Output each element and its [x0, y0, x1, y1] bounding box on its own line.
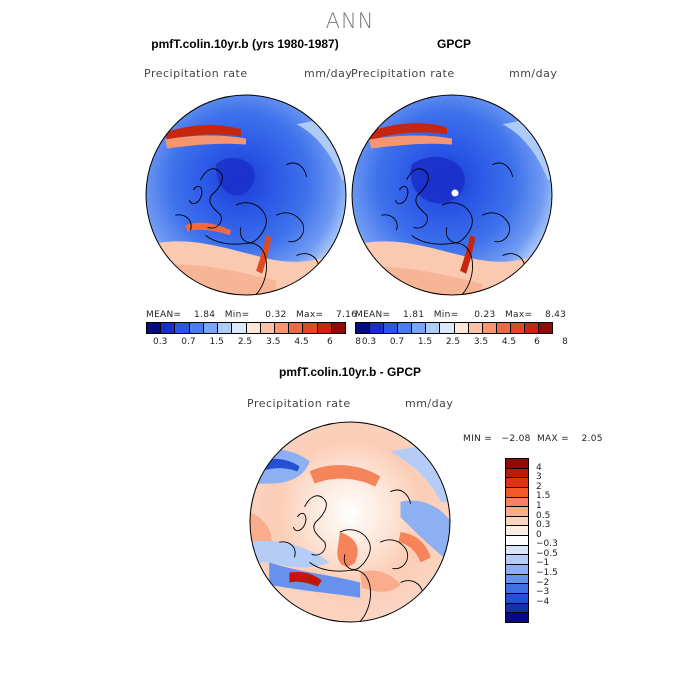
colorbar-tick-label: −2 — [536, 577, 550, 588]
diff-polar-map — [249, 421, 451, 623]
colorbar-swatch — [506, 555, 528, 566]
diff-colorbar-ticks: 4 3 2 1.5 1 0.5 0.3 0 −0.3 −0.5 −1 −1.5 −2 −3 −4 — [536, 458, 576, 621]
colorbar-swatch — [303, 323, 318, 333]
colorbar-swatch — [468, 323, 483, 333]
colorbar-tick-label: −3 — [536, 587, 550, 598]
colorbar-tick-label: 4.5 — [501, 337, 517, 347]
model-polar-map — [145, 94, 347, 296]
colorbar-swatch — [496, 323, 511, 333]
colorbar-swatch — [506, 565, 528, 575]
colorbar-tick-label: 0.3 — [361, 337, 377, 347]
colorbar-swatch — [317, 323, 332, 333]
colorbar-swatch — [370, 323, 385, 333]
model-panel-title: pmfT.colin.10yr.b (yrs 1980-1987) — [151, 37, 339, 51]
colorbar-tick-label: 0.3 — [536, 520, 551, 531]
colorbar-tick-label: 6 — [326, 337, 333, 347]
colorbar-tick-label: 0.7 — [181, 337, 196, 347]
obs-units-label: mm/day — [509, 67, 558, 80]
obs-stats: MEAN= 1.81 Min= 0.23 Max= 8.43 — [355, 310, 567, 320]
colorbar-swatch — [189, 323, 204, 333]
colorbar-swatch — [506, 478, 528, 488]
colorbar-tick-label: 8 — [562, 337, 568, 347]
colorbar-tick-label: 8 — [355, 337, 362, 347]
colorbar-tick-label: 1 — [536, 500, 542, 511]
colorbar-swatch — [260, 323, 275, 333]
colorbar-tick-label: 1.5 — [209, 337, 224, 347]
obs-field-label: Precipitation rate — [351, 67, 455, 80]
colorbar-swatch — [524, 323, 540, 333]
colorbar-tick-label: −0.3 — [536, 539, 558, 550]
colorbar-swatch — [161, 323, 176, 333]
colorbar-swatch — [218, 323, 233, 333]
colorbar-tick-label: 1.5 — [417, 337, 433, 347]
diff-colorbar — [505, 458, 529, 623]
colorbar-swatch — [440, 323, 455, 333]
colorbar-tick-label: 0.5 — [536, 510, 551, 521]
colorbar-swatch — [274, 323, 290, 333]
obs-panel-title: GPCP — [436, 37, 471, 51]
diff-panel-title: pmfT.colin.10yr.b - GPCP — [278, 365, 422, 379]
figure-title: ANN — [325, 9, 375, 33]
colorbar-tick-label: 6 — [534, 337, 540, 347]
colorbar-swatch — [506, 526, 528, 537]
colorbar-tick-label: −1.5 — [536, 568, 558, 579]
colorbar-tick-label: 2.5 — [237, 337, 253, 347]
colorbar-tick-label: 3.5 — [266, 337, 281, 347]
colorbar-tick-label: −0.5 — [536, 548, 558, 559]
colorbar-swatch — [506, 545, 528, 556]
colorbar-swatch — [356, 323, 371, 333]
colorbar-swatch — [506, 516, 528, 527]
model-field-label: Precipitation rate — [144, 67, 248, 80]
diff-field-label: Precipitation rate — [247, 397, 351, 410]
colorbar-swatch — [426, 323, 441, 333]
colorbar-swatch — [506, 613, 528, 622]
model-colorbar-ticks: 0.3 0.7 1.5 2.5 3.5 4.5 6 8 — [146, 337, 361, 349]
colorbar-tick-label: −1 — [536, 558, 550, 569]
colorbar-swatch — [331, 323, 346, 333]
colorbar-tick-label: −4 — [536, 596, 550, 607]
model-units-label: mm/day — [304, 67, 353, 80]
colorbar-swatch — [246, 323, 261, 333]
obs-polar-map — [351, 94, 553, 296]
colorbar-tick-label: 0 — [536, 529, 542, 540]
colorbar-swatch — [203, 323, 219, 333]
colorbar-tick-label: 0.3 — [152, 337, 168, 347]
colorbar-tick-label: 2.5 — [445, 337, 461, 347]
colorbar-tick-label: 1.5 — [536, 491, 551, 502]
colorbar-swatch — [506, 593, 528, 604]
diff-units-label: mm/day — [405, 397, 454, 410]
colorbar-swatch — [384, 323, 399, 333]
colorbar-swatch — [398, 323, 413, 333]
colorbar-swatch — [506, 536, 528, 546]
colorbar-swatch — [506, 603, 528, 614]
colorbar-swatch — [482, 323, 497, 333]
diff-minmax: MIN = −2.08 MAX = 2.05 — [463, 434, 603, 444]
colorbar-swatch — [412, 323, 427, 333]
colorbar-tick-label: 4.5 — [294, 337, 309, 347]
colorbar-swatch — [506, 468, 528, 479]
colorbar-tick-label: 4 — [536, 462, 542, 473]
colorbar-swatch — [506, 584, 528, 594]
colorbar-tick-label: 2 — [536, 481, 542, 492]
colorbar-swatch — [539, 323, 553, 333]
colorbar-swatch — [506, 497, 528, 508]
colorbar-swatch — [506, 487, 528, 498]
colorbar-swatch — [147, 323, 162, 333]
colorbar-swatch — [289, 323, 304, 333]
colorbar-tick-label: 0.7 — [389, 337, 405, 347]
obs-colorbar-ticks: 0.3 0.7 1.5 2.5 3.5 4.5 6 8 — [355, 337, 568, 349]
colorbar-tick-label: 3 — [536, 472, 542, 483]
colorbar-swatch — [506, 574, 528, 585]
colorbar-swatch — [454, 323, 469, 333]
model-colorbar — [146, 322, 346, 334]
colorbar-swatch — [506, 459, 528, 469]
model-stats: MEAN= 1.84 Min= 0.32 Max= 7.16 — [146, 310, 358, 320]
colorbar-swatch — [175, 323, 190, 333]
colorbar-swatch — [510, 323, 525, 333]
colorbar-tick-label: 3.5 — [473, 337, 489, 347]
colorbar-swatch — [506, 507, 528, 517]
colorbar-swatch — [232, 323, 247, 333]
obs-colorbar — [355, 322, 553, 334]
